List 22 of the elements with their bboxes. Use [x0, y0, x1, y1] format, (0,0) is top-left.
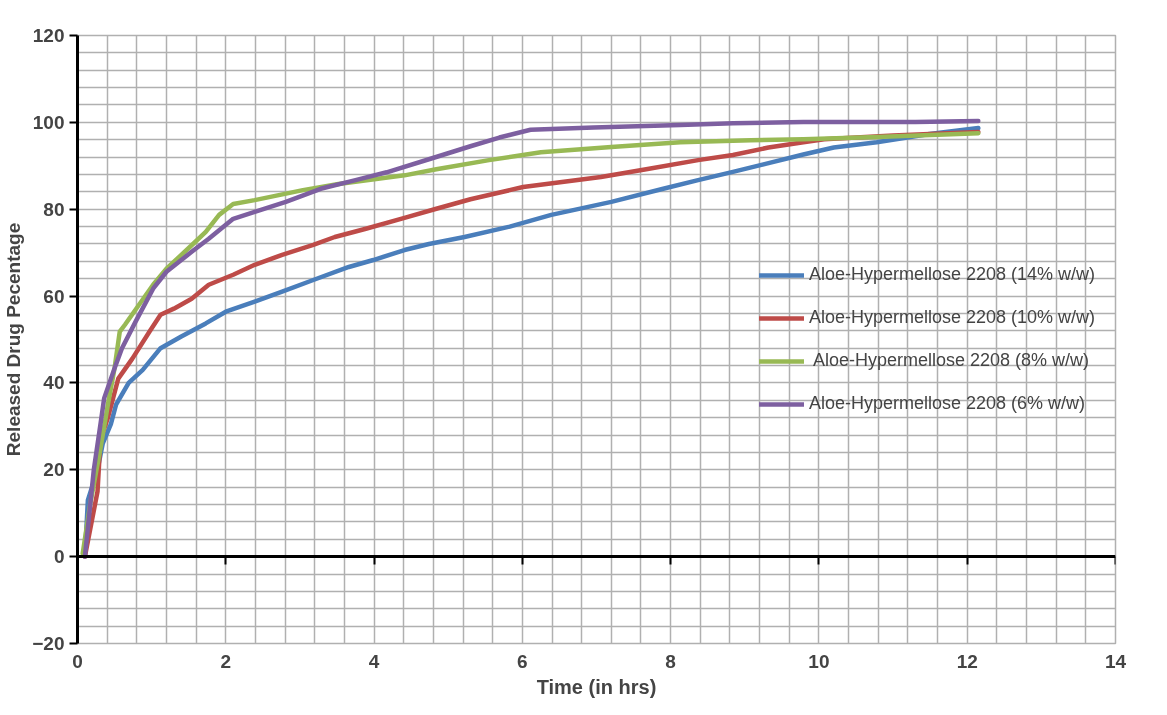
y-tick-label: 120 — [32, 25, 65, 46]
legend-label: Aloe-Hypermellose 2208 (8% w/w) — [811, 350, 1089, 371]
y-tick-label: 40 — [43, 372, 65, 394]
legend-label: Aloe-Hypermellose 2208 (10% w/w) — [808, 307, 1095, 328]
y-tick-label: 80 — [43, 198, 65, 220]
x-tick-label: 0 — [72, 650, 83, 672]
x-tick-label: 4 — [368, 650, 380, 672]
y-tick-label: 20 — [43, 459, 65, 481]
y-tick-label: 60 — [43, 285, 65, 307]
x-tick-label: 8 — [665, 650, 676, 672]
legend-label: Aloe-Hypermellose 2208 (6% w/w) — [808, 393, 1085, 414]
x-tick-label: 6 — [517, 650, 528, 672]
x-tick-label: 10 — [808, 650, 830, 672]
x-tick-label: 14 — [1104, 650, 1127, 672]
x-axis-title: Time (in hrs) — [536, 675, 657, 698]
y-tick-label: 100 — [32, 111, 65, 133]
y-tick-label: 0 — [53, 546, 65, 568]
x-tick-label: 12 — [956, 650, 978, 672]
x-tick-label: 2 — [220, 650, 232, 672]
y-axis-title: Released Drug Pecentage — [3, 222, 25, 457]
y-tick-label: −20 — [32, 633, 65, 654]
legend-label: Aloe-Hypermellose 2208 (14% w/w) — [808, 264, 1095, 285]
